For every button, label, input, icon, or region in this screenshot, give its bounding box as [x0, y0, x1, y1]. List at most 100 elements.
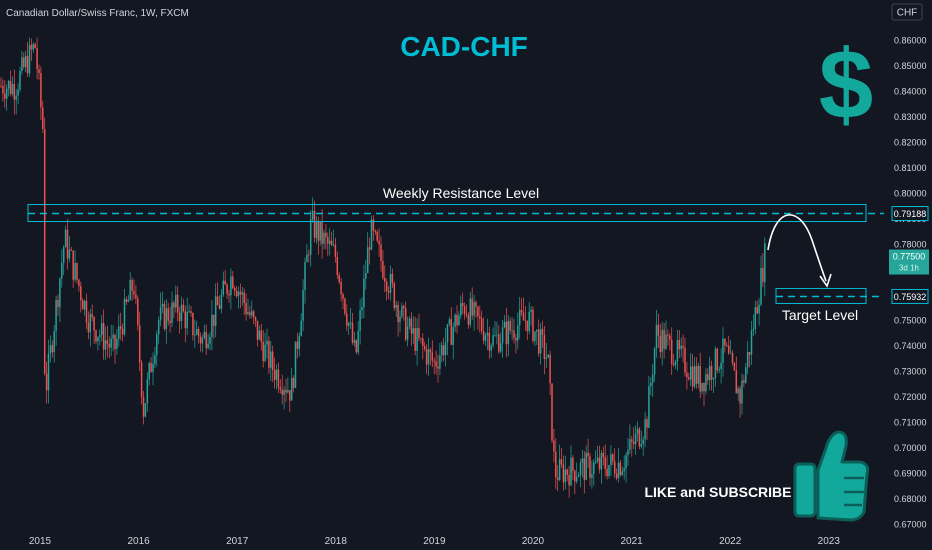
candle-body	[233, 288, 236, 291]
candle-body	[420, 338, 422, 340]
candle-body	[133, 290, 135, 295]
candle-body	[460, 303, 462, 316]
candle-body	[338, 275, 340, 282]
candle-body	[167, 308, 169, 321]
candle-body	[5, 88, 8, 99]
candle-body	[34, 44, 36, 48]
symbol-title[interactable]: Canadian Dollar/Swiss Franc, 1W, FXCM	[6, 8, 189, 19]
current-price: 0.77500	[893, 252, 926, 262]
candle-body	[264, 344, 266, 362]
candle-body	[175, 294, 177, 308]
candle-body	[391, 273, 394, 284]
candle-body	[28, 44, 31, 74]
candle-body	[418, 328, 420, 339]
candle-body	[304, 262, 306, 291]
candle-body	[395, 304, 397, 309]
candle-body	[467, 315, 470, 325]
candle-body	[612, 454, 614, 462]
candle-body	[568, 474, 570, 486]
candle-body	[268, 340, 270, 368]
candle-body	[216, 296, 219, 306]
candle-body	[657, 324, 660, 336]
candle-body	[661, 329, 663, 352]
candle-body	[137, 298, 139, 326]
candle-body	[47, 353, 50, 391]
candle-body	[254, 317, 257, 321]
candle-body	[397, 304, 399, 323]
price-tick-label: 0.81000	[894, 163, 927, 173]
candle-body	[184, 311, 187, 329]
candle-body	[110, 338, 112, 348]
candle-body	[475, 302, 477, 307]
candle-body	[513, 330, 515, 339]
candle-body	[154, 355, 156, 364]
candle-body	[750, 330, 753, 355]
candle-body	[556, 477, 559, 480]
candle-body	[522, 312, 525, 321]
candle-body	[488, 332, 491, 351]
candle-body	[112, 334, 114, 339]
candle-body	[631, 439, 633, 442]
candle-body	[289, 390, 291, 401]
candle-body	[368, 247, 371, 250]
candle-body	[653, 348, 656, 375]
candle-body	[454, 314, 456, 328]
candle-body	[247, 312, 249, 314]
candle-body	[9, 81, 12, 94]
price-tick-label: 0.86000	[894, 36, 927, 46]
candle-body	[258, 330, 261, 340]
candle-body	[693, 366, 696, 387]
candle-body	[401, 305, 403, 317]
candle-body	[186, 312, 188, 329]
candle-body	[252, 311, 255, 318]
candle-body	[676, 339, 679, 362]
candle-body	[764, 243, 766, 283]
candle-body	[515, 338, 517, 341]
candle-body	[619, 462, 622, 476]
candle-body	[176, 294, 179, 313]
candle-body	[477, 306, 479, 317]
candle-body	[416, 328, 418, 352]
candle-body	[226, 284, 228, 294]
price-tick-label: 0.83000	[894, 112, 927, 122]
candle-body	[410, 318, 413, 334]
target-price-tag[interactable]: 0.75932	[891, 288, 929, 304]
candle-body	[366, 247, 369, 274]
candle-body	[536, 329, 538, 332]
currency-badge[interactable]	[891, 3, 923, 21]
candle-body	[129, 280, 131, 300]
candle-body	[165, 308, 168, 329]
resistance-price-tag[interactable]: 0.79188	[891, 206, 929, 222]
candle-body	[298, 336, 301, 349]
candles-layer	[0, 37, 766, 498]
candle-body	[752, 329, 755, 331]
candle-body	[441, 345, 443, 356]
candle-body	[281, 389, 283, 395]
candle-body	[403, 305, 405, 309]
candle-body	[325, 232, 327, 237]
candle-body	[195, 329, 198, 335]
forecast-arrow[interactable]	[767, 214, 827, 282]
forecast-arrowhead	[819, 273, 832, 288]
candle-body	[95, 330, 97, 342]
candle-body	[486, 332, 489, 336]
candle-body	[275, 369, 278, 380]
candle-body	[701, 382, 703, 392]
price-tick-label: 0.73000	[894, 367, 927, 377]
candle-body	[188, 311, 190, 313]
time-tick-label: 2023	[818, 536, 841, 547]
candle-body	[689, 366, 692, 380]
current-price-tag[interactable]: 0.77500 3d 1h	[889, 249, 929, 275]
candle-body	[279, 387, 282, 390]
candle-body	[323, 232, 325, 244]
time-axis[interactable]: 2015 2016 2017 2018 2019 2020 2021 2022 2023	[29, 536, 840, 547]
candle-body	[498, 334, 500, 352]
candle-body	[705, 374, 707, 392]
candle-body	[480, 318, 483, 331]
candle-body	[613, 461, 616, 474]
candle-body	[72, 250, 74, 280]
candle-body	[340, 281, 342, 295]
candle-body	[336, 256, 339, 276]
candle-body	[21, 57, 23, 71]
